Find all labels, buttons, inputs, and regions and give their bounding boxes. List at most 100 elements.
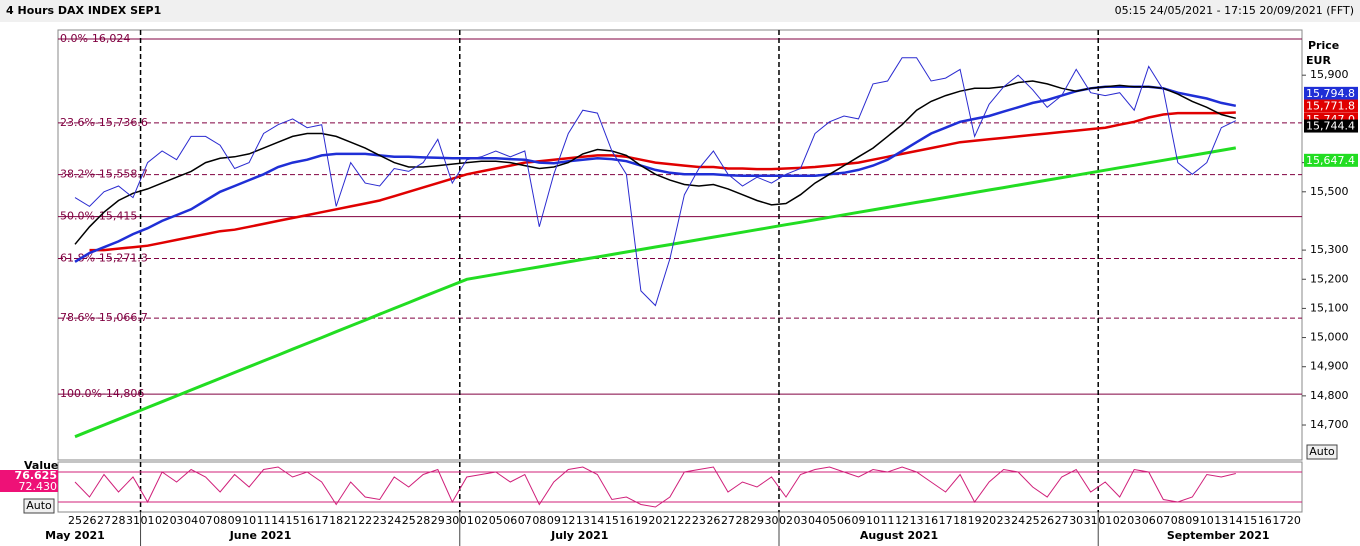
- x-tick-label: 02: [155, 514, 169, 527]
- y-tick-label: 15,000: [1310, 331, 1349, 344]
- x-tick-label: 19: [968, 514, 982, 527]
- x-tick-label: 24: [387, 514, 401, 527]
- x-tick-label: 09: [547, 514, 561, 527]
- month-label: May 2021: [45, 529, 105, 542]
- price-tag-label: 15,771.8: [1306, 100, 1355, 113]
- main-panel: [57, 29, 1303, 461]
- x-tick-label: 26: [706, 514, 720, 527]
- fib-label: 100.0%-14,806: [60, 387, 144, 400]
- x-tick-label: 15: [286, 514, 300, 527]
- x-tick-label: 24: [1011, 514, 1025, 527]
- x-tick-label: 08: [1171, 514, 1185, 527]
- x-tick-label: 30: [445, 514, 459, 527]
- x-tick-label: 09: [228, 514, 242, 527]
- x-tick-label: 02: [779, 514, 793, 527]
- price-tag: [1304, 86, 1358, 100]
- x-tick-label: 09: [852, 514, 866, 527]
- x-tick-label: 04: [184, 514, 198, 527]
- fib-label: 78.6%-15,066.7: [60, 311, 148, 324]
- y-tick-label: 15,300: [1310, 243, 1349, 256]
- x-tick-label: 21: [663, 514, 677, 527]
- x-tick-label: 25: [1026, 514, 1040, 527]
- x-tick-label: 21: [344, 514, 358, 527]
- x-tick-label: 05: [489, 514, 503, 527]
- x-tick-label: 16: [300, 514, 314, 527]
- x-tick-label: 09: [1185, 514, 1199, 527]
- x-tick-label: 20: [1287, 514, 1301, 527]
- month-label: June 2021: [229, 529, 292, 542]
- y-label: Price: [1308, 39, 1339, 52]
- series-line: [74, 57, 1237, 307]
- x-tick-label: 06: [1142, 514, 1156, 527]
- auto-label[interactable]: Auto: [26, 499, 52, 512]
- x-tick-label: 18: [329, 514, 343, 527]
- series-line: [74, 146, 1237, 439]
- date-range: 05:15 24/05/2021 - 17:15 20/09/2021 (FFT…: [1115, 4, 1354, 17]
- x-tick-label: 01: [141, 514, 155, 527]
- x-tick-label: 03: [794, 514, 808, 527]
- x-tick-label: 28: [416, 514, 430, 527]
- x-tick-label: 17: [1272, 514, 1286, 527]
- x-tick-label: 16: [924, 514, 938, 527]
- x-tick-label: 01: [460, 514, 474, 527]
- fib-label: 38.2%-15,558.7: [60, 168, 148, 181]
- x-tick-label: 27: [97, 514, 111, 527]
- fib-label: 61.8%-15,271.3: [60, 251, 148, 264]
- title-bar: [0, 0, 1360, 22]
- x-tick-label: 14: [590, 514, 604, 527]
- x-tick-label: 27: [721, 514, 735, 527]
- price-tag: [1304, 119, 1358, 133]
- price-tag-label: 15,744.4: [1306, 120, 1355, 133]
- x-tick-label: 29: [431, 514, 445, 527]
- x-tick-label: 11: [257, 514, 271, 527]
- x-tick-label: 23: [997, 514, 1011, 527]
- fib-label: 23.6%-15,736.6: [60, 116, 148, 129]
- x-tick-label: 06: [837, 514, 851, 527]
- y-tick-label: 15,200: [1310, 272, 1349, 285]
- y-tick-label: 14,800: [1310, 389, 1349, 402]
- x-tick-label: 30: [1069, 514, 1083, 527]
- x-tick-label: 17: [939, 514, 953, 527]
- x-tick-label: 12: [561, 514, 575, 527]
- auto-label[interactable]: Auto: [1309, 445, 1335, 458]
- x-tick-label: 07: [199, 514, 213, 527]
- x-tick-label: 10: [1200, 514, 1214, 527]
- x-tick-label: 08: [213, 514, 227, 527]
- oscillator-tag: 76.625: [15, 469, 57, 482]
- x-tick-label: 15: [605, 514, 619, 527]
- x-tick-label: 22: [677, 514, 691, 527]
- x-tick-label: 28: [735, 514, 749, 527]
- x-tick-label: 23: [692, 514, 706, 527]
- fib-label: 0.0%-16,024: [60, 32, 130, 45]
- x-tick-label: 23: [373, 514, 387, 527]
- x-tick-label: 06: [503, 514, 517, 527]
- x-tick-label: 25: [68, 514, 82, 527]
- price-tag: [1304, 99, 1358, 113]
- x-tick-label: 16: [1258, 514, 1272, 527]
- auto-button[interactable]: [23, 498, 55, 514]
- series-line: [74, 80, 1236, 245]
- x-tick-label: 02: [474, 514, 488, 527]
- x-tick-label: 14: [271, 514, 285, 527]
- oscillator-tag: 72.430: [19, 480, 58, 493]
- chart-title: 4 Hours DAX INDEX SEP1: [6, 4, 161, 17]
- x-tick-label: 26: [83, 514, 97, 527]
- y-tick-label: 14,900: [1310, 360, 1349, 373]
- x-tick-label: 31: [1084, 514, 1098, 527]
- x-tick-label: 19: [634, 514, 648, 527]
- x-tick-label: 18: [953, 514, 967, 527]
- x-tick-label: 25: [402, 514, 416, 527]
- x-tick-label: 08: [532, 514, 546, 527]
- y-tick-label: 15,500: [1310, 185, 1349, 198]
- x-tick-label: 26: [1040, 514, 1054, 527]
- auto-button[interactable]: [1306, 444, 1338, 460]
- series-line: [89, 111, 1236, 252]
- y-tick-label: 14,700: [1310, 418, 1349, 431]
- x-tick-label: 17: [315, 514, 329, 527]
- x-tick-label: 13: [1214, 514, 1228, 527]
- price-tag-label: 15,647.4: [1306, 154, 1355, 167]
- x-tick-label: 31: [126, 514, 140, 527]
